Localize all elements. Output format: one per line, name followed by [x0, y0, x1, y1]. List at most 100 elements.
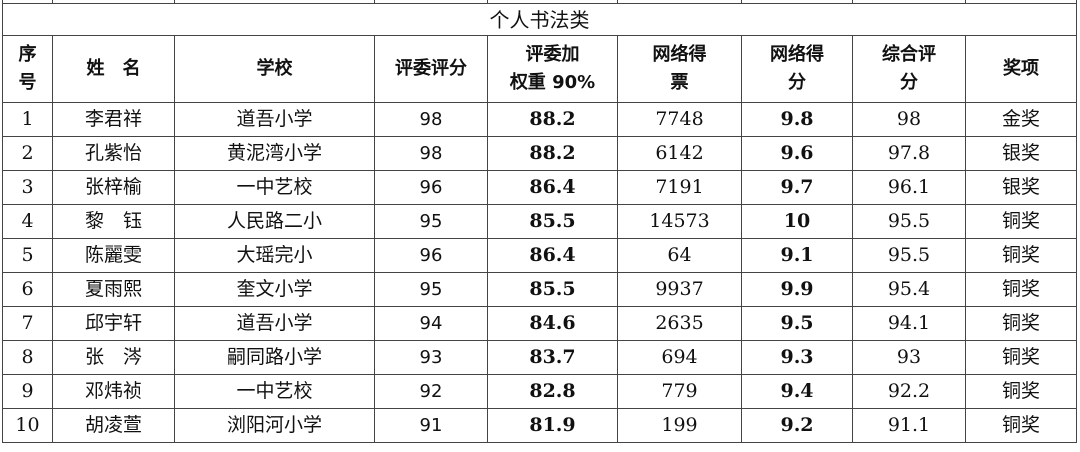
cell-net-score: 9.3 — [741, 340, 853, 375]
header-award: 奖项 — [965, 35, 1077, 103]
cell-net-votes: 694 — [617, 340, 742, 375]
cell-school: 道吾小学 — [174, 306, 375, 341]
cell-judge-score: 98 — [374, 136, 488, 171]
cell-weighted-score: 88.2 — [487, 102, 618, 137]
cell-judge-score: 96 — [374, 238, 488, 273]
table-row: 7 邱宇轩 道吾小学 94 84.6 2635 9.5 94.1 铜奖 — [2, 306, 1077, 341]
cell-school: 一中艺校 — [174, 374, 375, 409]
cell-name: 夏雨熙 — [52, 272, 175, 307]
cell-net-votes: 9937 — [617, 272, 742, 307]
cell-total-score: 91.1 — [852, 408, 966, 443]
cell-judge-score: 98 — [374, 102, 488, 137]
cell-index: 7 — [2, 306, 53, 341]
cell-school: 奎文小学 — [174, 272, 375, 307]
cell-award: 铜奖 — [965, 204, 1077, 239]
cell-total-score: 93 — [852, 340, 966, 375]
cell-index: 4 — [2, 204, 53, 239]
cell-total-score: 98 — [852, 102, 966, 137]
header-name: 姓 名 — [52, 35, 175, 103]
cell-award: 铜奖 — [965, 374, 1077, 409]
cell-name: 陈麗雯 — [52, 238, 175, 273]
cell-net-score: 9.4 — [741, 374, 853, 409]
cell-net-score: 10 — [741, 204, 853, 239]
cell-net-score: 9.2 — [741, 408, 853, 443]
cell-award: 铜奖 — [965, 306, 1077, 341]
cell-name: 黎 钰 — [52, 204, 175, 239]
cell-total-score: 97.8 — [852, 136, 966, 171]
cell-net-votes: 199 — [617, 408, 742, 443]
header-net-votes: 网络得 票 — [617, 35, 742, 103]
cell-total-score: 96.1 — [852, 170, 966, 205]
cell-weighted-score: 86.4 — [487, 170, 618, 205]
results-table: 个人书法类 序 号姓 名学校 评委评分 评委加 权重 90% 网络得 票网络得 分综合… — [2, 0, 1077, 443]
cell-weighted-score: 83.7 — [487, 340, 618, 375]
cell-name: 孔紫怡 — [52, 136, 175, 171]
cell-school: 一中艺校 — [174, 170, 375, 205]
header-total-score: 综合评 分 — [852, 35, 966, 103]
table-row: 9 邓炜祯 一中艺校 92 82.8 779 9.4 92.2 铜奖 — [2, 374, 1077, 409]
cell-total-score: 95.4 — [852, 272, 966, 307]
cell-name: 张 涔 — [52, 340, 175, 375]
cell-total-score: 95.5 — [852, 204, 966, 239]
section-title-row: 个人书法类 — [2, 3, 1077, 36]
cell-name: 李君祥 — [52, 102, 175, 137]
cell-judge-score: 95 — [374, 204, 488, 239]
cell-name: 张梓榆 — [52, 170, 175, 205]
cell-award: 银奖 — [965, 136, 1077, 171]
cell-weighted-score: 84.6 — [487, 306, 618, 341]
cell-weighted-score: 81.9 — [487, 408, 618, 443]
cell-school: 黄泥湾小学 — [174, 136, 375, 171]
table-row: 10 胡凌萱 浏阳河小学 91 81.9 199 9.2 91.1 铜奖 — [2, 408, 1077, 443]
cell-net-votes: 779 — [617, 374, 742, 409]
cell-index: 5 — [2, 238, 53, 273]
header-index: 序 号 — [2, 35, 53, 103]
cell-total-score: 95.5 — [852, 238, 966, 273]
cell-net-score: 9.7 — [741, 170, 853, 205]
table-row: 2 孔紫怡 黄泥湾小学 98 88.2 6142 9.6 97.8 银奖 — [2, 136, 1077, 171]
cell-net-score: 9.5 — [741, 306, 853, 341]
cell-net-votes: 14573 — [617, 204, 742, 239]
cell-weighted-score: 88.2 — [487, 136, 618, 171]
cell-weighted-score: 82.8 — [487, 374, 618, 409]
cell-award: 铜奖 — [965, 340, 1077, 375]
cell-net-votes: 2635 — [617, 306, 742, 341]
cell-award: 铜奖 — [965, 408, 1077, 443]
cell-name: 胡凌萱 — [52, 408, 175, 443]
cell-index: 6 — [2, 272, 53, 307]
cell-school: 人民路二小 — [174, 204, 375, 239]
cell-index: 9 — [2, 374, 53, 409]
cell-award: 银奖 — [965, 170, 1077, 205]
cell-index: 10 — [2, 408, 53, 443]
header-row: 序 号姓 名学校 评委评分 评委加 权重 90% 网络得 票网络得 分综合评 分奖项 — [2, 35, 1077, 103]
cell-weighted-score: 86.4 — [487, 238, 618, 273]
cell-judge-score: 92 — [374, 374, 488, 409]
cell-index: 8 — [2, 340, 53, 375]
cell-net-score: 9.1 — [741, 238, 853, 273]
cell-award: 金奖 — [965, 102, 1077, 137]
cell-weighted-score: 85.5 — [487, 204, 618, 239]
cell-net-votes: 7748 — [617, 102, 742, 137]
header-weighted-score: 评委加 权重 90% — [487, 35, 618, 103]
section-title: 个人书法类 — [2, 3, 1077, 36]
cell-school: 嗣同路小学 — [174, 340, 375, 375]
cell-judge-score: 95 — [374, 272, 488, 307]
cell-total-score: 94.1 — [852, 306, 966, 341]
cell-net-score: 9.9 — [741, 272, 853, 307]
cell-net-score: 9.6 — [741, 136, 853, 171]
cell-school: 浏阳河小学 — [174, 408, 375, 443]
table-row: 6 夏雨熙 奎文小学 95 85.5 9937 9.9 95.4 铜奖 — [2, 272, 1077, 307]
table-row: 1 李君祥 道吾小学 98 88.2 7748 9.8 98 金奖 — [2, 102, 1077, 137]
cell-index: 1 — [2, 102, 53, 137]
table-row: 3 张梓榆 一中艺校 96 86.4 7191 9.7 96.1 银奖 — [2, 170, 1077, 205]
cell-award: 铜奖 — [965, 238, 1077, 273]
cell-index: 2 — [2, 136, 53, 171]
header-judge-score: 评委评分 — [374, 35, 488, 103]
cell-judge-score: 96 — [374, 170, 488, 205]
cell-school: 大瑶完小 — [174, 238, 375, 273]
cell-award: 铜奖 — [965, 272, 1077, 307]
cell-net-votes: 7191 — [617, 170, 742, 205]
header-net-score: 网络得 分 — [741, 35, 853, 103]
cell-judge-score: 94 — [374, 306, 488, 341]
cell-net-votes: 64 — [617, 238, 742, 273]
